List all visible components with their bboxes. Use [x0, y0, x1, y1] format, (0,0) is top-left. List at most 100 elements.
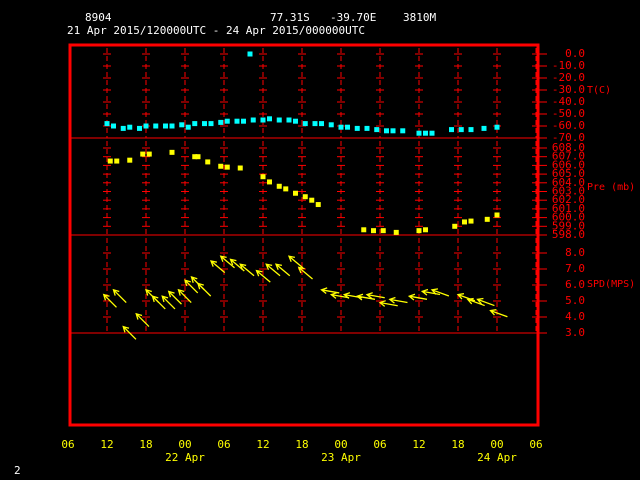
- x-tick-label: 18: [451, 438, 464, 451]
- data-point: [247, 51, 253, 57]
- data-point: [218, 163, 224, 169]
- data-point: [452, 223, 458, 229]
- wind-arrow: [102, 293, 117, 308]
- wind-arrow: [420, 288, 441, 296]
- data-point: [143, 123, 149, 129]
- data-point: [384, 128, 389, 134]
- wind-arrow: [365, 292, 385, 299]
- data-point: [267, 179, 272, 185]
- data-point: [484, 216, 490, 222]
- data-point: [468, 218, 474, 224]
- data-point: [169, 149, 175, 155]
- data-point: [361, 227, 367, 233]
- wind-arrow: [355, 293, 376, 301]
- wind-arrow: [239, 263, 255, 277]
- wind-arrow: [476, 297, 495, 307]
- wind-arrow: [456, 293, 476, 302]
- y-tick-label: 7.0: [565, 262, 585, 275]
- y-tick-label: 598.0: [552, 228, 585, 241]
- y-tick-label: 607.0: [552, 150, 585, 163]
- data-point: [293, 190, 298, 196]
- wind-arrow: [388, 296, 408, 304]
- data-point: [390, 128, 396, 134]
- wind-arrow: [274, 263, 291, 277]
- data-point: [153, 123, 159, 129]
- data-point: [315, 202, 321, 208]
- y-tick-label: -60.0: [552, 119, 585, 132]
- data-point: [481, 125, 487, 131]
- data-point: [345, 124, 350, 130]
- data-point: [416, 130, 422, 136]
- data-point: [192, 154, 198, 160]
- data-point: [137, 125, 142, 131]
- y-tick-label: 602.0: [552, 193, 585, 206]
- wind-arrow: [177, 288, 192, 303]
- data-point: [293, 118, 298, 124]
- data-point: [127, 157, 133, 163]
- period: 21 Apr 2015/120000UTC - 24 Apr 2015/0000…: [67, 24, 365, 37]
- data-point: [319, 121, 324, 127]
- data-point: [195, 154, 201, 160]
- wind-arrow: [329, 292, 350, 299]
- date-label: 24 Apr: [477, 451, 517, 464]
- data-point: [163, 123, 168, 129]
- y-axis-label: T(C): [587, 85, 611, 96]
- data-point: [208, 121, 214, 127]
- x-tick-label: 12: [412, 438, 425, 451]
- data-point: [179, 122, 185, 128]
- y-tick-label: 601.0: [552, 202, 585, 215]
- y-axis-label: Pre (mb): [587, 182, 635, 193]
- data-point: [302, 194, 308, 200]
- data-point: [393, 229, 399, 235]
- x-tick-label: 00: [334, 438, 347, 451]
- wind-arrow: [255, 269, 271, 283]
- station-id: 8904: [85, 11, 112, 24]
- wind-arrow: [112, 288, 127, 303]
- y-tick-label: 5.0: [565, 294, 585, 307]
- longitude: -39.70E: [330, 11, 376, 24]
- wind-arrow: [265, 263, 281, 277]
- x-tick-label: 18: [139, 438, 152, 451]
- data-point: [276, 183, 282, 189]
- data-point: [260, 174, 266, 180]
- data-point: [423, 130, 428, 136]
- wind-arrow: [430, 288, 450, 297]
- y-tick-label: -40.0: [552, 95, 585, 108]
- data-point: [494, 212, 500, 218]
- wind-arrow: [167, 290, 182, 305]
- wind-arrow: [151, 295, 166, 310]
- data-point: [120, 125, 126, 131]
- wind-arrow: [219, 255, 235, 269]
- data-point: [237, 165, 243, 171]
- y-tick-label: 605.0: [552, 167, 585, 180]
- x-tick-label: 00: [490, 438, 503, 451]
- data-point: [429, 130, 435, 136]
- elevation: 3810M: [403, 11, 436, 24]
- y-tick-label: -20.0: [552, 71, 585, 84]
- page-number: 2: [14, 464, 21, 477]
- data-point: [260, 117, 266, 123]
- y-tick-label: 599.0: [552, 219, 585, 232]
- data-point: [169, 123, 175, 129]
- y-tick-label: -50.0: [552, 107, 585, 120]
- y-tick-label: 608.0: [552, 141, 585, 154]
- y-tick-label: 603.0: [552, 185, 585, 198]
- wind-arrow: [466, 297, 485, 307]
- data-point: [364, 125, 370, 131]
- y-tick-label: 3.0: [565, 326, 585, 339]
- data-point: [468, 127, 474, 133]
- data-point: [185, 124, 191, 130]
- data-point: [276, 117, 282, 123]
- data-point: [338, 124, 344, 130]
- data-point: [218, 119, 224, 125]
- y-tick-label: 8.0: [565, 246, 585, 259]
- latitude: 77.31S: [270, 11, 310, 24]
- data-point: [250, 117, 256, 123]
- data-point: [114, 158, 120, 164]
- data-point: [241, 118, 246, 124]
- data-point: [380, 228, 386, 234]
- data-point: [458, 127, 464, 133]
- data-point: [234, 118, 240, 124]
